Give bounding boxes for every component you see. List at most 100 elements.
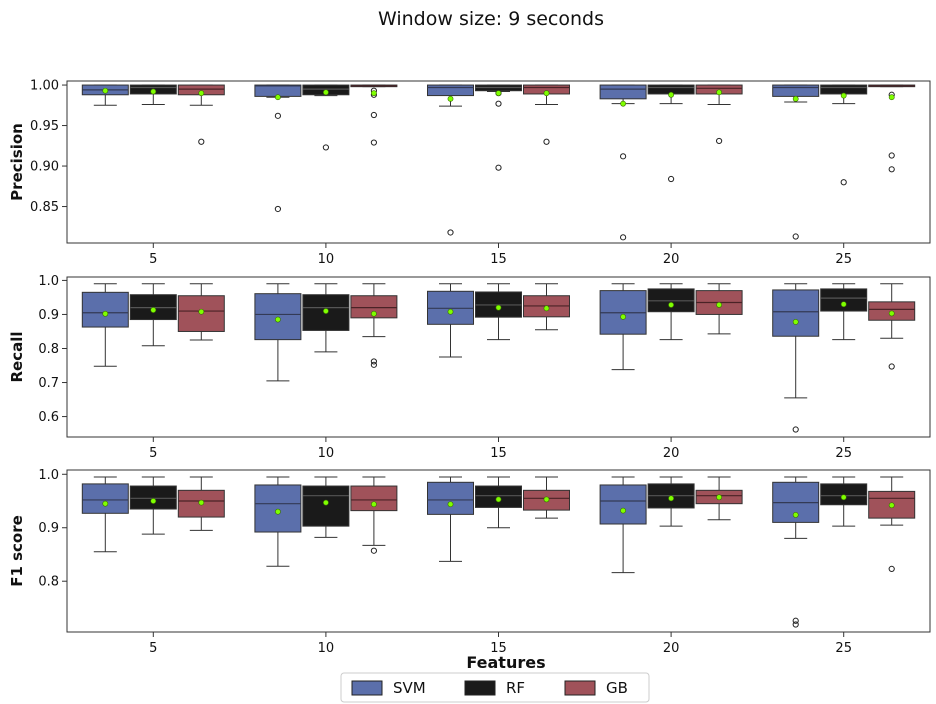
- mean-marker: [447, 95, 454, 102]
- mean-marker: [322, 89, 329, 96]
- f1-score-box-rf-5: [129, 476, 177, 535]
- outlier-point: [620, 153, 627, 160]
- iqr-box: [772, 84, 820, 97]
- outlier-point: [792, 233, 799, 240]
- recall-x-tick-label: 5: [149, 446, 157, 461]
- outlier-point: [543, 138, 550, 145]
- iqr-box: [129, 485, 177, 510]
- mean-marker: [668, 495, 674, 502]
- iqr-box: [772, 289, 820, 337]
- f1-score-panel: 0.8 0.9 1.0 F1 score 5 10 15 20 25: [8, 468, 931, 656]
- f1-score-x-tick-label: 15: [490, 641, 507, 656]
- precision-box-svm-20: [599, 84, 647, 241]
- precision-x-tick-label: 25: [835, 252, 852, 267]
- f1-score-box-rf-25: [820, 476, 868, 527]
- precision-y-tick-label: 0.85: [30, 200, 59, 215]
- recall-box-rf-10: [302, 283, 350, 353]
- precision-box-gb-20: [695, 84, 743, 145]
- outlier-point: [840, 179, 847, 186]
- recall-box-gb-20: [695, 283, 743, 335]
- mean-marker: [716, 302, 722, 308]
- f1-score-box-svm-15: [427, 476, 474, 562]
- outlier-point: [888, 363, 895, 370]
- precision-y-tick-label: 1.00: [30, 79, 59, 94]
- outlier-point: [792, 617, 799, 624]
- recall-box-svm-10: [254, 283, 302, 382]
- mean-marker: [888, 94, 895, 101]
- iqr-box: [599, 484, 647, 525]
- recall-box-rf-20: [647, 283, 695, 341]
- mean-marker: [495, 90, 502, 97]
- outlier-point: [888, 152, 895, 159]
- mean-marker: [668, 91, 674, 98]
- mean-marker: [543, 305, 550, 312]
- mean-marker: [543, 496, 550, 503]
- iqr-box: [350, 295, 398, 319]
- recall-box-gb-5: [177, 283, 225, 341]
- outlier-point: [370, 111, 377, 119]
- f1-score-box-gb-25: [868, 476, 916, 573]
- recall-x-tick-label: 10: [318, 446, 335, 461]
- f1-score-box-gb-15: [523, 476, 570, 519]
- mean-marker: [274, 508, 281, 515]
- iqr-box: [254, 484, 302, 533]
- mean-marker: [620, 313, 626, 320]
- outlier-point: [716, 137, 723, 145]
- legend-label-svm: SVM: [393, 679, 426, 697]
- outlier-point: [274, 205, 281, 213]
- f1-score-box-gb-20: [695, 476, 743, 521]
- mean-marker: [198, 308, 205, 315]
- recall-box-svm-25: [772, 283, 820, 433]
- f1-score-y-tick-label: 0.8: [38, 575, 59, 590]
- mean-marker: [495, 496, 502, 503]
- mean-marker: [150, 498, 157, 504]
- precision-box-svm-5: [81, 84, 129, 106]
- recall-y-tick-label: 1.0: [38, 274, 59, 289]
- mean-marker: [274, 316, 281, 323]
- iqr-box: [81, 483, 129, 514]
- mean-marker: [102, 500, 109, 507]
- recall-y-tick-label: 0.8: [38, 342, 59, 357]
- precision-x-tick-label: 5: [149, 252, 157, 267]
- iqr-box: [820, 84, 868, 95]
- recall-box-gb-25: [868, 283, 916, 370]
- legend-label-gb: GB: [606, 679, 628, 697]
- f1-score-x-tick-label: 20: [663, 641, 680, 656]
- iqr-box: [427, 481, 474, 515]
- recall-y-axis-label: Recall: [8, 331, 26, 382]
- mean-marker: [370, 310, 377, 317]
- precision-x-tick-label: 10: [318, 252, 335, 267]
- mean-marker: [716, 494, 722, 501]
- f1-score-box-rf-20: [647, 476, 695, 527]
- outlier-point: [370, 358, 377, 365]
- outlier-point: [322, 144, 329, 151]
- precision-box-svm-10: [254, 84, 302, 213]
- legend-label-rf: RF: [506, 679, 525, 697]
- mean-marker: [888, 310, 895, 317]
- mean-marker: [543, 90, 550, 97]
- outlier-point: [668, 175, 675, 183]
- recall-box-svm-5: [81, 283, 129, 367]
- legend-swatch-rf: [464, 680, 496, 696]
- f1-score-box-svm-5: [81, 476, 129, 553]
- f1-score-x-tick-label: 10: [318, 641, 335, 656]
- f1-score-y-tick-label: 0.9: [38, 521, 59, 536]
- precision-box-svm-15: [427, 84, 474, 236]
- f1-score-box-gb-5: [177, 476, 225, 531]
- recall-box-rf-15: [475, 283, 522, 341]
- outlier-point: [370, 361, 377, 368]
- mean-marker: [716, 89, 722, 96]
- f1-score-box-svm-25: [772, 476, 820, 628]
- outlier-point: [620, 234, 627, 241]
- outlier-point: [447, 229, 454, 236]
- outlier-point: [495, 100, 502, 107]
- precision-box-rf-5: [129, 84, 177, 105]
- mean-marker: [198, 499, 205, 506]
- x-axis-label: Features: [466, 653, 545, 672]
- f1-score-y-tick-label: 1.0: [38, 468, 59, 483]
- mean-marker: [370, 90, 377, 97]
- mean-marker: [620, 507, 626, 514]
- precision-y-tick-label: 0.95: [30, 119, 59, 134]
